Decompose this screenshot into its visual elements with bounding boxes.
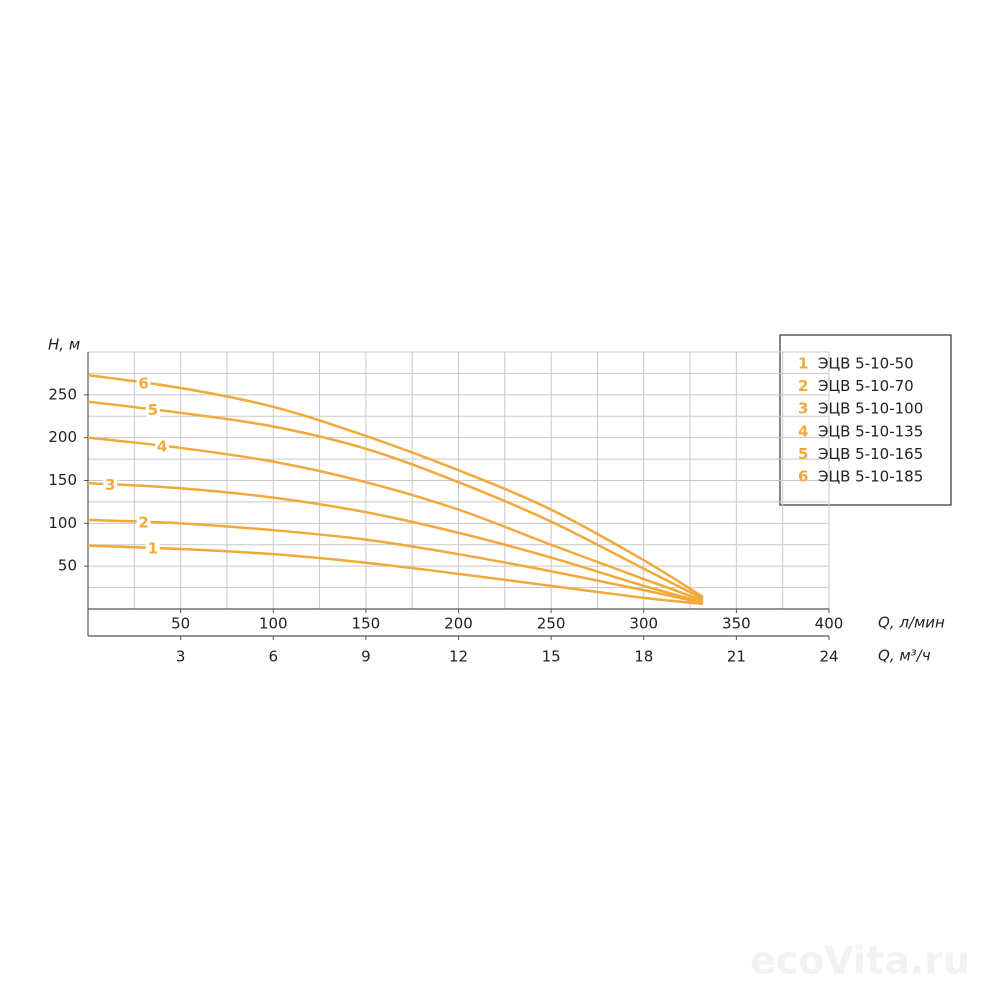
curve-label-bg xyxy=(155,437,170,454)
legend-number: 5 xyxy=(798,445,808,463)
x2-tick-label: 3 xyxy=(176,648,186,666)
curve-label: 5 xyxy=(148,401,158,419)
legend-number: 4 xyxy=(798,422,808,440)
y-axis-label: H, м xyxy=(48,336,80,354)
curve-label-bg xyxy=(136,513,151,530)
curve-label: 1 xyxy=(148,540,158,558)
legend-label: ЭЦВ 5-10-70 xyxy=(818,377,914,395)
curve xyxy=(87,400,704,600)
x-tick-label: 100 xyxy=(259,615,288,633)
legend-number: 3 xyxy=(798,400,808,418)
x2-axis-label: Q, м³/ч xyxy=(878,647,931,665)
curve-label-bg xyxy=(145,540,160,557)
x2-tick-label: 21 xyxy=(727,648,746,666)
x-tick-label: 50 xyxy=(171,615,190,633)
watermark: ecoVita.ru xyxy=(750,939,970,983)
curve xyxy=(87,544,704,606)
curve xyxy=(87,373,704,599)
x-tick-label: 300 xyxy=(629,615,658,633)
x2-tick-label: 24 xyxy=(819,648,838,666)
legend-number: 2 xyxy=(798,377,808,395)
curve xyxy=(87,436,704,602)
y-tick-label: 200 xyxy=(48,428,77,446)
y-tick-label: 250 xyxy=(48,385,77,403)
curve xyxy=(87,518,704,605)
legend-label: ЭЦВ 5-10-50 xyxy=(818,355,914,373)
y-tick-label: 100 xyxy=(48,514,77,532)
curve-label: 2 xyxy=(138,513,148,531)
x-tick-label: 350 xyxy=(722,615,751,633)
legend-number: 6 xyxy=(798,468,808,486)
curve-label-bg xyxy=(136,374,151,391)
legend-label: ЭЦВ 5-10-185 xyxy=(818,468,923,486)
x-axis-label: Q, л/мин xyxy=(878,614,945,632)
legend-label: ЭЦВ 5-10-165 xyxy=(818,445,923,463)
x2-tick-label: 12 xyxy=(449,648,468,666)
x-tick-label: 200 xyxy=(444,615,473,633)
curve xyxy=(87,481,704,604)
legend-number: 1 xyxy=(798,355,808,373)
curve-label-bg xyxy=(145,401,160,418)
x2-tick-label: 6 xyxy=(268,648,278,666)
curve-label: 4 xyxy=(157,437,167,455)
legend-box xyxy=(779,334,952,506)
legend-label: ЭЦВ 5-10-100 xyxy=(818,400,923,418)
x2-tick-label: 18 xyxy=(634,648,653,666)
x-tick-label: 400 xyxy=(815,615,844,633)
x2-tick-label: 9 xyxy=(361,648,371,666)
y-tick-label: 150 xyxy=(48,471,77,489)
x-tick-label: 250 xyxy=(537,615,566,633)
x-tick-label: 150 xyxy=(352,615,381,633)
curve-label-bg xyxy=(103,476,118,493)
legend-label: ЭЦВ 5-10-135 xyxy=(818,422,923,440)
curve-label: 6 xyxy=(138,374,148,392)
curve-label: 3 xyxy=(105,476,115,494)
x2-tick-label: 15 xyxy=(542,648,561,666)
y-tick-label: 50 xyxy=(58,557,77,575)
